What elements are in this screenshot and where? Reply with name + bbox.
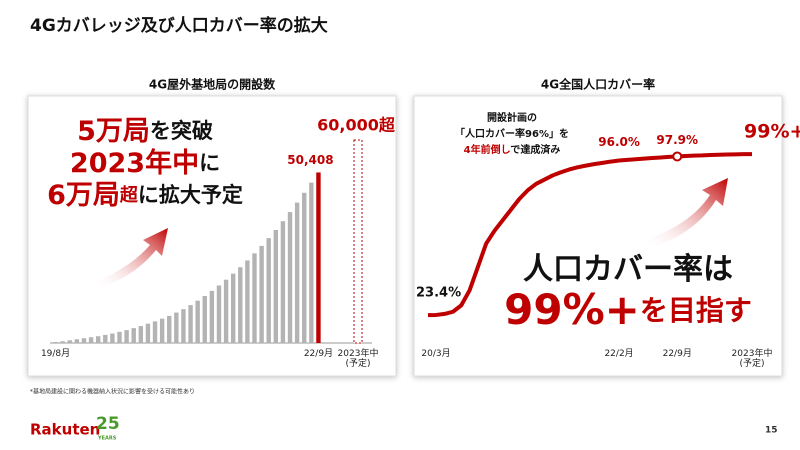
annotation-part: 人口カバー率は [523, 252, 733, 287]
bar [181, 309, 186, 343]
annotation: 人口カバー率は [523, 252, 733, 287]
chart-title: 4G屋外基地局の開設数 [149, 77, 276, 92]
bar [174, 312, 179, 343]
bar [124, 330, 129, 343]
annotation-part: 超 [120, 184, 139, 206]
bar [309, 182, 314, 343]
annotation: 「人口カバー率96%」を [455, 127, 569, 140]
annotation-part: 開設計画の [487, 111, 537, 124]
chart-title: 4G全国人口カバー率 [541, 77, 655, 92]
bar [353, 139, 363, 344]
bar [53, 341, 58, 343]
marker [672, 151, 683, 162]
annotation-part: を突破 [150, 119, 213, 143]
bar [95, 336, 101, 343]
bar [159, 318, 165, 343]
x-tick-label: 22/2月 [604, 349, 634, 359]
value-label: 99%+ [744, 121, 800, 143]
slide-title: 4Gカバレッジ及び人口カバー率の拡大 [30, 15, 328, 36]
annotation: 5万局を突破 [77, 116, 213, 147]
annotation: 6万局超に拡大予定 [47, 180, 243, 211]
bar [302, 192, 307, 343]
bar [60, 341, 65, 343]
annotation-part: を目指す [640, 294, 752, 327]
annotation-part: 「人口カバー率96%」を [455, 127, 569, 140]
bar [103, 334, 108, 343]
annotation-part: 99%+ [504, 285, 640, 334]
annotation: 4年前倒しで達成済み [464, 143, 561, 156]
bar [287, 212, 293, 343]
bar [88, 337, 94, 343]
annotation: 開設計画の [487, 111, 537, 124]
annotation-part: に拡大予定 [138, 183, 243, 207]
bar [81, 338, 87, 343]
arrow-icon [645, 178, 728, 248]
x-tick-label: 22/9月 [303, 349, 334, 359]
value-label: 96.0% [598, 135, 640, 149]
bar [117, 331, 122, 343]
bar [138, 326, 144, 343]
x-tick-label: 19/8月 [40, 349, 71, 359]
bar [238, 267, 243, 343]
annotation-part: 4年前倒し [464, 143, 511, 156]
line [427, 152, 752, 318]
page-number: 15 [765, 426, 778, 436]
bar [195, 300, 200, 343]
value-label: 60,000超 [317, 116, 396, 135]
bar [252, 253, 257, 343]
bar [294, 202, 300, 343]
value-label: 97.9% [656, 133, 698, 147]
footnote: *基地局建設に関わる機器納入状況に影響を受ける可能性あり [30, 388, 195, 396]
chart-frame [413, 95, 783, 377]
bar [245, 260, 250, 343]
value-label: 50,408 [287, 153, 333, 167]
annotation: 99%+を目指す [504, 285, 752, 334]
x-tick-label: 22/9月 [662, 349, 692, 359]
bar [230, 273, 236, 343]
x-tick-label: 2023年中 (予定) [731, 349, 773, 369]
annotation-part: 5万局 [77, 116, 150, 147]
bar [145, 323, 151, 343]
bar [188, 305, 193, 343]
bar [273, 229, 279, 343]
bar [209, 290, 215, 343]
annotation-part: に [199, 151, 220, 175]
annotation-part: で達成済み [510, 143, 560, 156]
bar [259, 245, 264, 343]
value-label: 23.4% [416, 286, 461, 301]
x-tick-label: 2023年中 (予定) [337, 349, 379, 369]
bar [167, 315, 172, 343]
bar [216, 285, 222, 343]
logo-number: 25 [96, 414, 120, 434]
bar [316, 172, 321, 343]
logo-brand: Rakuten [30, 421, 100, 439]
annotation-part: 6万局 [47, 180, 120, 211]
annotation-part: 2023年中 [70, 147, 199, 179]
bar [280, 221, 286, 343]
bar [74, 339, 80, 343]
annotation: 2023年中に [70, 147, 220, 179]
bar [110, 333, 115, 343]
arrow-icon [95, 228, 168, 288]
bar [223, 279, 229, 343]
bar [152, 321, 158, 343]
bar [202, 295, 207, 343]
bar [67, 340, 72, 343]
bar [266, 238, 271, 343]
bar [131, 328, 136, 343]
x-tick-label: 20/3月 [421, 349, 451, 359]
logo-sub: YEARS [97, 436, 117, 442]
